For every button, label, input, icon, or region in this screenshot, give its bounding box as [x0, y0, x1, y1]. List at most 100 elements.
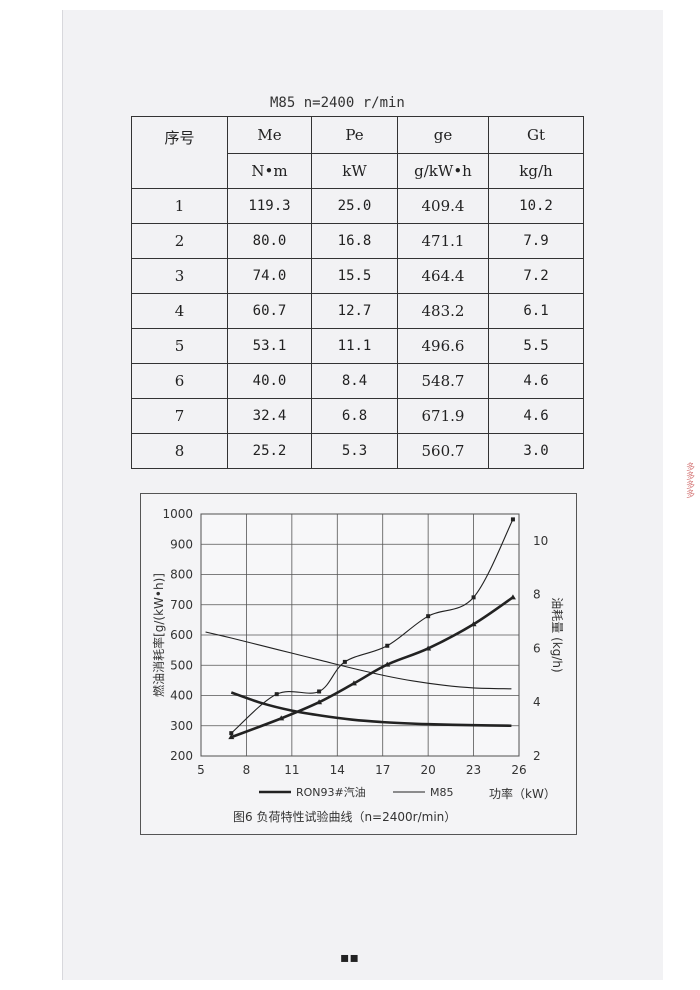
table-cell: 5	[131, 328, 228, 364]
table-cell: 12.7	[311, 293, 398, 329]
table-row: 1 119.3 25.0 409.4 10.2	[131, 188, 584, 224]
table-cell: 32.4	[227, 398, 312, 434]
table-cell: 7.9	[488, 223, 584, 259]
x-tick-label: 5	[197, 763, 205, 777]
unit-pe: kW	[311, 153, 398, 189]
y-left-tick-label: 800	[170, 568, 193, 582]
table-cell: 6.8	[311, 398, 398, 434]
data-point-triangle	[350, 680, 357, 686]
unit-ge: g/kW•h	[397, 153, 489, 189]
table-cell: 3.0	[488, 433, 584, 469]
x-tick-label: 8	[243, 763, 251, 777]
unit-me: N•m	[227, 153, 312, 189]
y-left-axis-label: 燃油消耗率[g/(kW•h)]	[151, 573, 166, 697]
table-cell: 483.2	[397, 293, 489, 329]
y-right-tick-label: 6	[533, 641, 541, 655]
table-row: 6 40.0 8.4 548.7 4.6	[131, 363, 584, 399]
table-cell: 74.0	[227, 258, 312, 294]
x-tick-label: 17	[375, 763, 390, 777]
table-row: 8 25.2 5.3 560.7 3.0	[131, 433, 584, 469]
header-ge: ge	[397, 116, 489, 154]
header-gt: Gt	[488, 116, 584, 154]
table-cell: 6	[131, 363, 228, 399]
y-left-tick-label: 500	[170, 658, 193, 672]
table-cell: 8.4	[311, 363, 398, 399]
data-point-square	[385, 643, 390, 648]
y-left-tick-label: 600	[170, 628, 193, 642]
table-cell: 3	[131, 258, 228, 294]
y-left-tick-label: 400	[170, 689, 193, 703]
data-point-triangle	[509, 594, 516, 600]
data-point-square	[274, 692, 279, 697]
x-tick-label: 11	[284, 763, 299, 777]
y-left-tick-label: 200	[170, 749, 193, 763]
data-point-triangle	[228, 734, 235, 740]
load-characteristic-chart: 5 8 11 14 17 20 23 2620030040050060070080090010…	[151, 507, 564, 801]
table-cell: 11.1	[311, 328, 398, 364]
table-cell: 5.5	[488, 328, 584, 364]
table-cell: 4	[131, 293, 228, 329]
header-index: 序号	[131, 116, 228, 189]
y-right-tick-label: 4	[533, 695, 541, 709]
y-right-tick-label: 8	[533, 588, 541, 602]
table-row: 5 53.1 11.1 496.6 5.5	[131, 328, 584, 364]
chart-figure: 5 8 11 14 17 20 23 26 200 300 400 500 600 700 800 900 10…	[140, 493, 577, 835]
table-cell: 8	[131, 433, 228, 469]
table-cell: 464.4	[397, 258, 489, 294]
header-me: Me	[227, 116, 312, 154]
table-header-row: 序号 Me Pe ge Gt	[131, 116, 584, 189]
data-point-square	[510, 517, 515, 522]
table-cell: 7	[131, 398, 228, 434]
table-cell: 40.0	[227, 363, 312, 399]
table-caption: M85 n=2400 r/min	[270, 95, 405, 111]
table-cell: 119.3	[227, 188, 312, 224]
table-cell: 548.7	[397, 363, 489, 399]
table-cell: 25.2	[227, 433, 312, 469]
table-cell: 4.6	[488, 398, 584, 434]
page-marker: ▪▪	[340, 950, 359, 966]
figure-caption: 图6 负荷特性试验曲线（n=2400r/min）	[233, 810, 457, 824]
table-row: 4 60.7 12.7 483.2 6.1	[131, 293, 584, 329]
series-line-1	[205, 631, 512, 690]
data-point-triangle	[278, 715, 285, 721]
table-unit-row: N•m kW g/kW•h kg/h	[132, 153, 584, 189]
table-cell: 671.9	[397, 398, 489, 434]
y-right-axis-label: 油耗量 (kg/h)	[550, 597, 564, 672]
x-tick-label: 26	[511, 763, 526, 777]
series-line-2	[230, 596, 514, 739]
table-cell: 16.8	[311, 223, 398, 259]
table-cell: 471.1	[397, 223, 489, 259]
legend-label-ron93: RON93#汽油	[296, 785, 366, 799]
unit-gt: kg/h	[488, 153, 584, 189]
table-cell: 1	[131, 188, 228, 224]
data-point-triangle	[425, 645, 432, 651]
y-left-tick-label: 900	[170, 537, 193, 551]
legend-label-m85: M85	[430, 786, 454, 799]
table-cell: 53.1	[227, 328, 312, 364]
data-point-square	[471, 595, 476, 600]
y-right-tick-label: 2	[533, 749, 541, 763]
table-cell: 10.2	[488, 188, 584, 224]
table-cell: 496.6	[397, 328, 489, 364]
y-right-tick-label: 10	[533, 534, 548, 548]
header-pe: Pe	[311, 116, 398, 154]
table-cell: 15.5	[311, 258, 398, 294]
data-point-triangle	[316, 699, 323, 705]
data-point-triangle	[470, 621, 477, 627]
table-cell: 5.3	[311, 433, 398, 469]
table-row: 2 80.0 16.8 471.1 7.9	[131, 223, 584, 259]
data-point-square	[426, 614, 431, 619]
x-tick-label: 20	[421, 763, 436, 777]
table-cell: 560.7	[397, 433, 489, 469]
data-point-square	[229, 731, 234, 736]
data-table: 序号 Me Pe ge Gt N•m kW g/kW•h kg/h 1 119.3…	[131, 116, 584, 469]
table-cell: 60.7	[227, 293, 312, 329]
x-tick-label: 23	[466, 763, 481, 777]
x-tick-label: 14	[330, 763, 345, 777]
data-point-triangle	[384, 661, 391, 667]
table-cell: 80.0	[227, 223, 312, 259]
table-row: 7 32.4 6.8 671.9 4.6	[131, 398, 584, 434]
series-line-0	[230, 691, 512, 728]
table-row: 3 74.0 15.5 464.4 7.2	[131, 258, 584, 294]
x-axis-label: 功率（kW）	[489, 786, 556, 801]
